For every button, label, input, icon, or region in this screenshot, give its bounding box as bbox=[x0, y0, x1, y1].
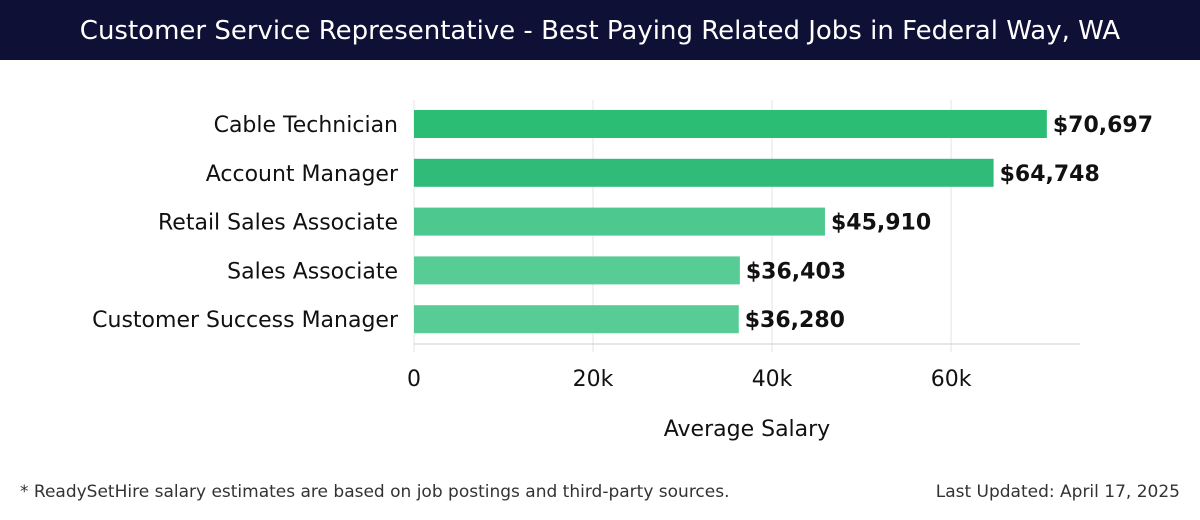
x-tick-label: 60k bbox=[931, 367, 972, 392]
data-label: $36,403 bbox=[746, 259, 846, 284]
y-tick-label: Cable Technician bbox=[214, 113, 398, 138]
y-tick-label: Retail Sales Associate bbox=[158, 211, 398, 236]
y-tick-label: Account Manager bbox=[206, 162, 399, 187]
data-label: $45,910 bbox=[831, 211, 931, 236]
bar bbox=[414, 110, 1047, 138]
y-tick-label: Customer Success Manager bbox=[92, 308, 399, 333]
bar bbox=[414, 256, 740, 285]
chart-title: Customer Service Representative - Best P… bbox=[0, 0, 1200, 60]
data-label: $64,748 bbox=[1000, 162, 1100, 187]
bar bbox=[414, 158, 994, 187]
data-label: $70,697 bbox=[1053, 113, 1153, 138]
x-tick-label: 20k bbox=[573, 367, 614, 392]
x-tick-label: 40k bbox=[752, 367, 793, 392]
bar bbox=[414, 207, 825, 236]
data-label: $36,280 bbox=[745, 308, 845, 333]
x-tick-label: 0 bbox=[407, 367, 421, 392]
y-tick-label: Sales Associate bbox=[227, 259, 398, 284]
last-updated: Last Updated: April 17, 2025 bbox=[935, 482, 1180, 502]
footnote: * ReadySetHire salary estimates are base… bbox=[20, 482, 730, 502]
x-axis-label: Average Salary bbox=[664, 417, 830, 442]
bar bbox=[414, 305, 739, 334]
